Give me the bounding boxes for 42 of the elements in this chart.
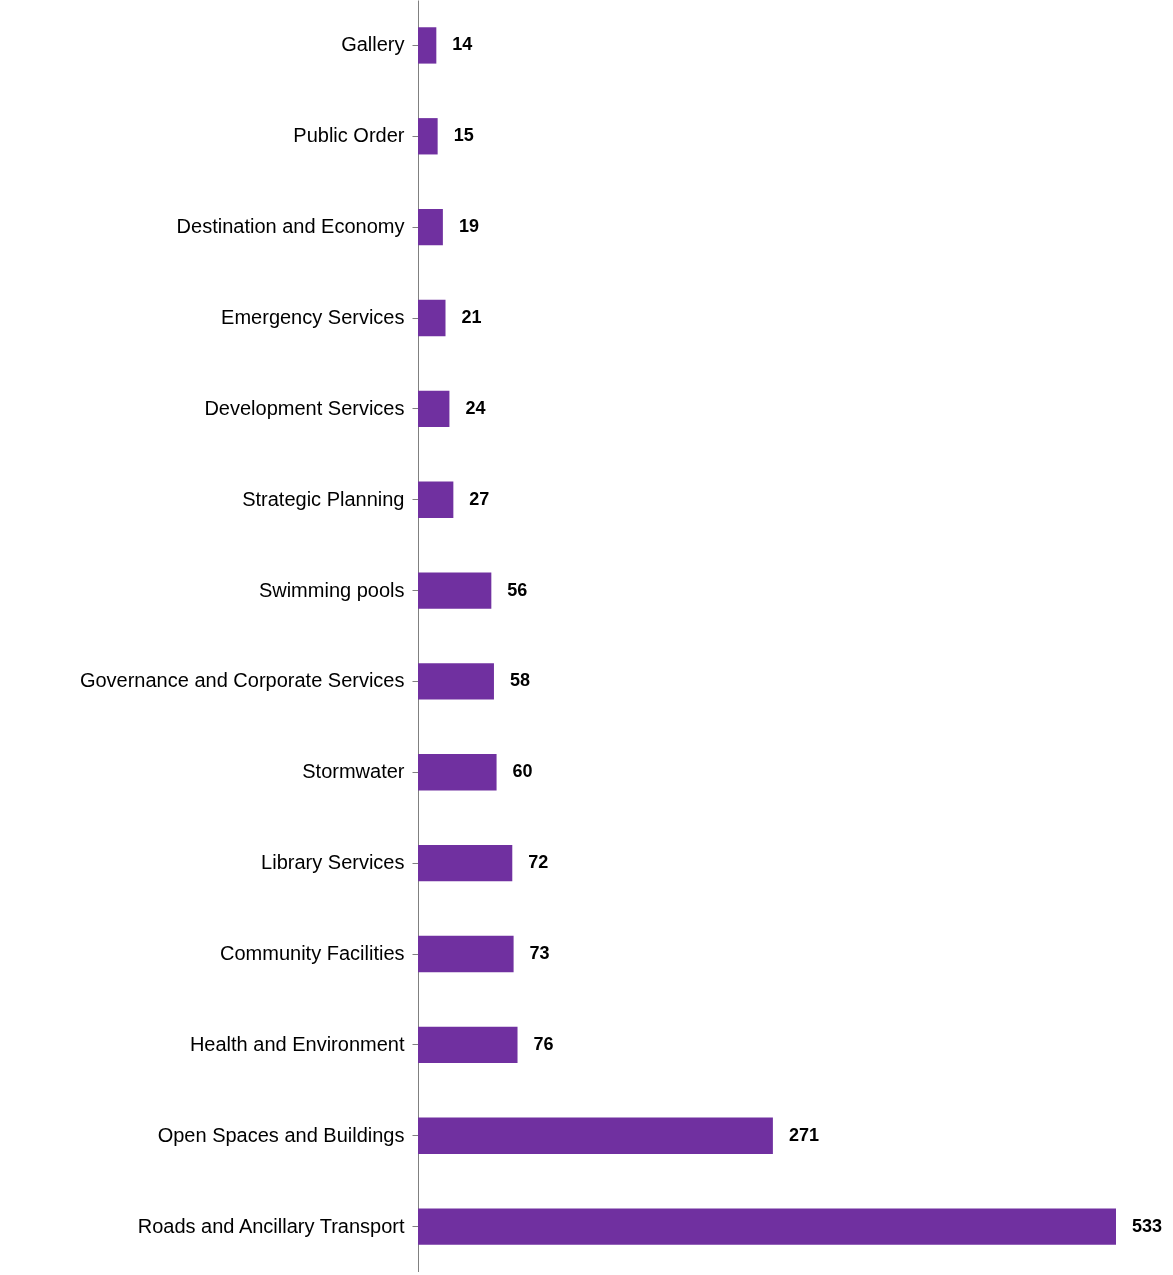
data-label: 60 [512, 761, 533, 782]
data-label: 58 [509, 670, 530, 691]
bar [418, 1026, 518, 1064]
data-label: 21 [461, 307, 482, 327]
y-tick-label: Emergency Services [221, 306, 405, 328]
data-label: 19 [458, 216, 479, 237]
bar [418, 1117, 773, 1154]
y-tick-label: Stormwater [302, 760, 405, 783]
bar [418, 935, 514, 973]
data-label: 73 [529, 943, 550, 963]
data-label: 24 [465, 397, 486, 418]
bar [418, 663, 494, 700]
bar [418, 208, 443, 246]
bar [418, 299, 446, 337]
data-label: 72 [528, 852, 549, 873]
data-label: 76 [533, 1033, 554, 1054]
y-tick-label: Destination and Economy [176, 215, 405, 238]
bar [418, 118, 438, 155]
y-tick-label: Governance and Corporate Services [79, 669, 405, 692]
y-tick-label: Health and Environment [189, 1032, 405, 1055]
y-tick-label: Library Services [261, 851, 405, 874]
data-label: 27 [469, 488, 490, 509]
bar [418, 754, 497, 791]
bar [418, 481, 454, 518]
bar [418, 572, 492, 609]
y-tick-label: Strategic Planning [242, 487, 405, 510]
y-tick-label: Community Facilities [220, 942, 405, 964]
y-tick-label: Roads and Ancillary Transport [137, 1214, 405, 1237]
bar [418, 844, 513, 882]
y-tick-label: Swimming pools [258, 578, 405, 601]
y-tick-label: Public Order [293, 124, 405, 147]
data-label: 15 [453, 125, 474, 146]
bar [418, 390, 450, 428]
bar [418, 1208, 1116, 1245]
y-tick-label: Gallery [341, 33, 405, 56]
data-label: 271 [788, 1124, 819, 1145]
data-label: 56 [507, 579, 528, 600]
bar [418, 27, 437, 64]
y-tick-label: Open Spaces and Buildings [157, 1123, 405, 1146]
data-label: 533 [1132, 1215, 1163, 1236]
data-label: 14 [452, 34, 473, 55]
y-tick-label: Development Services [204, 396, 405, 419]
